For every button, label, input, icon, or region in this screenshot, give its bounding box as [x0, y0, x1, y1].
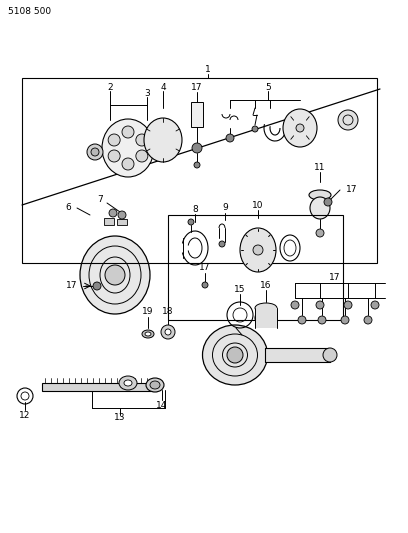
Circle shape — [105, 265, 125, 285]
Bar — [191, 102, 203, 127]
Circle shape — [87, 144, 103, 160]
Circle shape — [192, 143, 202, 153]
Ellipse shape — [323, 348, 337, 362]
Text: 17: 17 — [199, 263, 211, 272]
Circle shape — [316, 301, 324, 309]
Circle shape — [188, 219, 194, 225]
Text: 14: 14 — [156, 400, 168, 409]
Ellipse shape — [202, 325, 268, 385]
Circle shape — [341, 316, 349, 324]
Circle shape — [136, 150, 148, 162]
Bar — [265, 348, 330, 362]
Circle shape — [165, 329, 171, 335]
Ellipse shape — [102, 119, 154, 177]
Circle shape — [296, 124, 304, 132]
Text: 7: 7 — [97, 196, 103, 205]
Ellipse shape — [255, 309, 277, 327]
Circle shape — [324, 198, 332, 206]
Text: 15: 15 — [234, 285, 246, 294]
Circle shape — [108, 134, 120, 146]
Circle shape — [202, 282, 208, 288]
Circle shape — [298, 316, 306, 324]
Text: 17: 17 — [66, 281, 78, 290]
Ellipse shape — [146, 378, 164, 392]
Text: 8: 8 — [192, 206, 198, 214]
Ellipse shape — [80, 236, 150, 314]
Circle shape — [252, 126, 258, 132]
Text: 2: 2 — [107, 83, 113, 92]
Bar — [168, 215, 343, 320]
Bar — [255, 308, 277, 328]
Circle shape — [93, 282, 101, 290]
Circle shape — [219, 241, 225, 247]
Ellipse shape — [124, 380, 132, 386]
Ellipse shape — [240, 228, 276, 272]
Circle shape — [344, 301, 352, 309]
Circle shape — [227, 347, 243, 363]
Circle shape — [91, 148, 99, 156]
Text: 3: 3 — [144, 88, 150, 98]
Circle shape — [109, 209, 117, 217]
Bar — [42, 383, 157, 391]
Ellipse shape — [144, 118, 182, 162]
Text: 17: 17 — [346, 185, 358, 195]
Text: 5: 5 — [265, 83, 271, 92]
Text: 11: 11 — [314, 163, 326, 172]
Circle shape — [371, 301, 379, 309]
Circle shape — [338, 110, 358, 130]
Ellipse shape — [119, 376, 137, 390]
Ellipse shape — [150, 381, 160, 389]
Circle shape — [136, 134, 148, 146]
Ellipse shape — [255, 303, 277, 313]
Ellipse shape — [142, 330, 154, 338]
Circle shape — [253, 245, 263, 255]
Circle shape — [122, 126, 134, 138]
Text: 17: 17 — [191, 83, 203, 92]
Circle shape — [122, 158, 134, 170]
Text: 17: 17 — [329, 273, 341, 282]
Circle shape — [108, 150, 120, 162]
Circle shape — [194, 162, 200, 168]
Circle shape — [316, 229, 324, 237]
Text: 1: 1 — [205, 64, 211, 74]
Circle shape — [291, 301, 299, 309]
Circle shape — [118, 211, 126, 219]
Ellipse shape — [310, 197, 330, 219]
Text: 5108 500: 5108 500 — [8, 7, 51, 17]
Text: 16: 16 — [260, 280, 272, 289]
Circle shape — [364, 316, 372, 324]
Ellipse shape — [283, 109, 317, 147]
Bar — [117, 219, 127, 225]
Ellipse shape — [145, 332, 151, 336]
Text: 13: 13 — [114, 414, 126, 423]
Text: 4: 4 — [160, 83, 166, 92]
Text: 19: 19 — [142, 308, 154, 317]
Text: 9: 9 — [222, 204, 228, 213]
Bar — [22, 78, 377, 263]
Text: 10: 10 — [252, 200, 264, 209]
Text: 18: 18 — [162, 306, 174, 316]
Text: 12: 12 — [19, 410, 31, 419]
Circle shape — [318, 316, 326, 324]
Ellipse shape — [309, 190, 331, 200]
Circle shape — [226, 134, 234, 142]
Bar — [104, 218, 114, 225]
Circle shape — [161, 325, 175, 339]
Text: 6: 6 — [65, 204, 71, 213]
